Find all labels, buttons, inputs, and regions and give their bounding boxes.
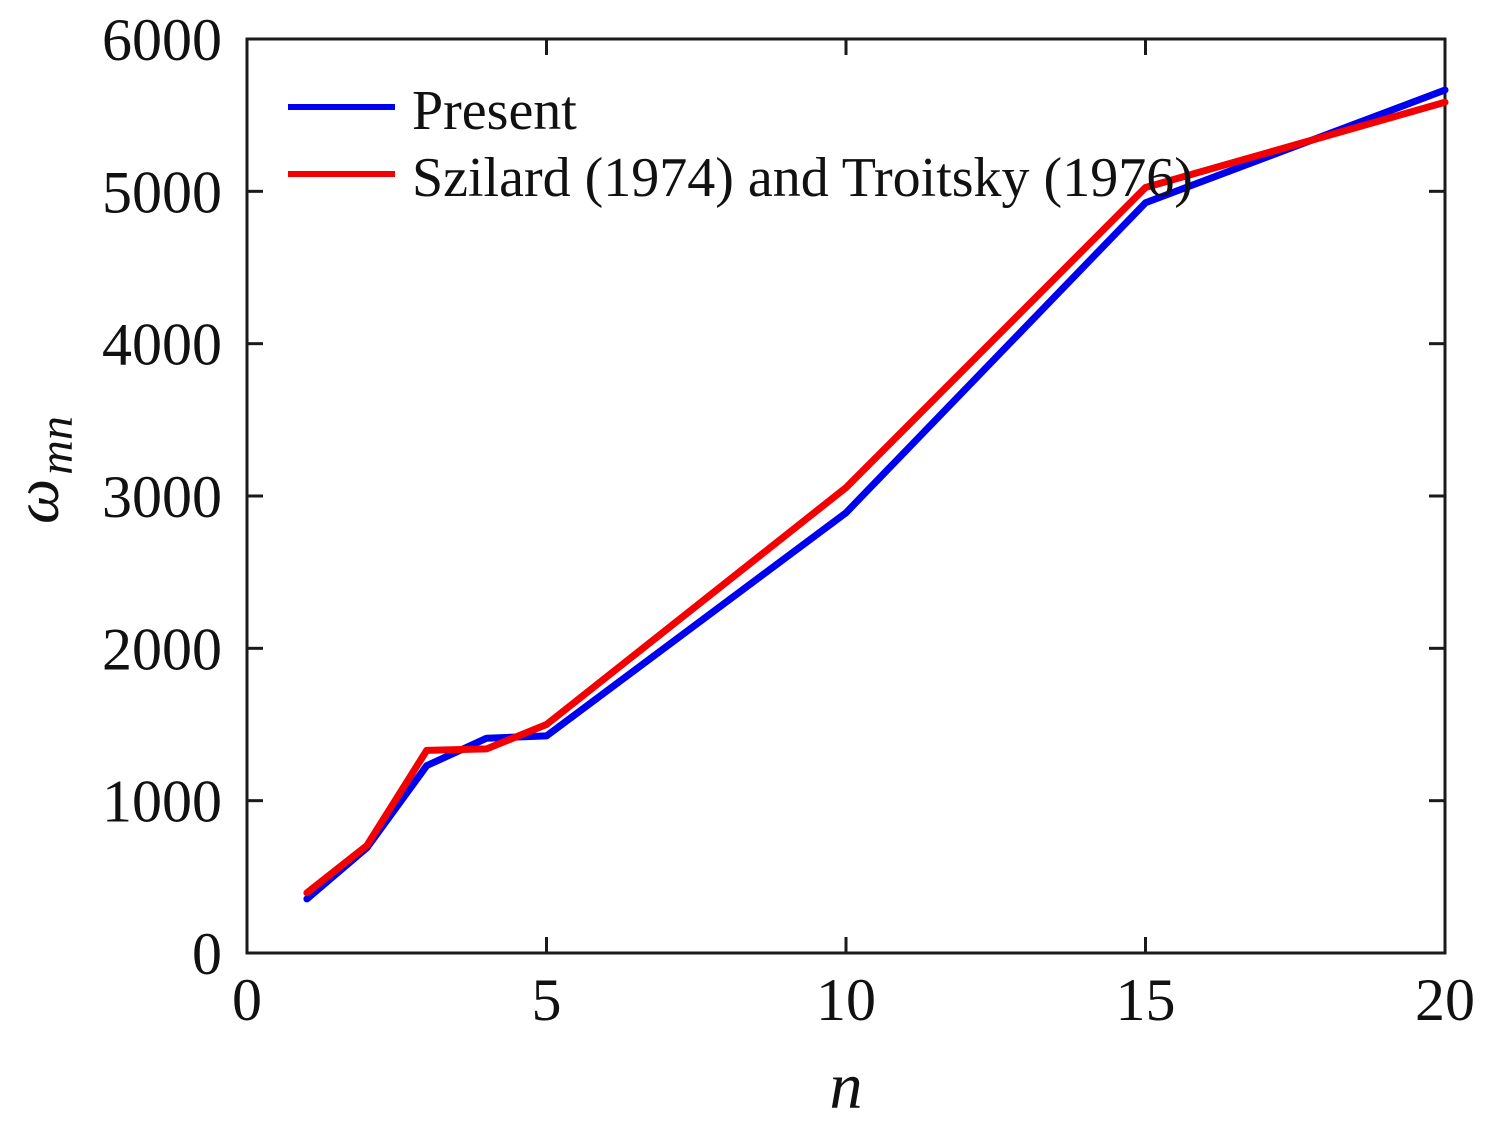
y-tick-label-5000: 5000	[102, 159, 222, 225]
y-tick-label-0: 0	[192, 921, 222, 987]
y-tick-label-1000: 1000	[102, 769, 222, 835]
x-tick-label-5: 5	[532, 967, 562, 1033]
x-tick-label-0: 0	[232, 967, 262, 1033]
y-tick-label-3000: 3000	[102, 464, 222, 530]
x-tick-label-20: 20	[1415, 967, 1475, 1033]
legend-label-present: Present	[412, 80, 577, 142]
x-axis-label: n	[830, 1050, 863, 1123]
x-tick-label-10: 10	[816, 967, 876, 1033]
y-axis-label: ωmn	[1, 416, 83, 524]
y-tick-label-4000: 4000	[102, 312, 222, 378]
y-tick-label-2000: 2000	[102, 616, 222, 682]
series-line-szilard-1974-and-troitsky-1976	[303, 98, 1449, 897]
x-tick-label-15: 15	[1116, 967, 1176, 1033]
y-tick-label-6000: 6000	[102, 7, 222, 73]
series-line-present	[303, 86, 1449, 903]
legend-label-szilard-1974-and-troitsky-1976: Szilard (1974) and Troitsky (1976)	[412, 147, 1193, 209]
